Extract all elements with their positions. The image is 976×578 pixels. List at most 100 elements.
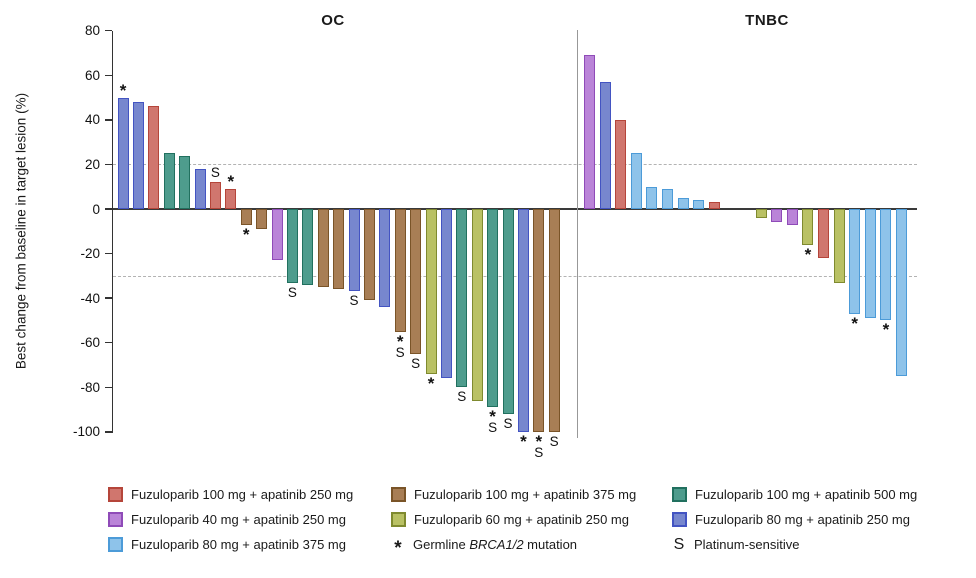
platinum-s-mark: S	[549, 433, 559, 449]
bar-mark: S	[545, 433, 563, 449]
legend-label: Fuzuloparib 80 mg + apatinib 250 mg	[695, 512, 910, 527]
bar-mark: *	[237, 224, 255, 244]
bar	[896, 209, 907, 377]
y-tick-label: 80	[84, 23, 100, 39]
bar-mark: * S	[391, 331, 409, 359]
bar	[440, 209, 452, 379]
bar	[148, 106, 160, 209]
bar-mark: *	[799, 244, 817, 264]
bar	[818, 209, 829, 259]
bar-mark: S	[499, 416, 517, 431]
brca-mutation-legend-item: * Germline BRCA1/2 mutation	[391, 537, 672, 559]
bar	[599, 81, 611, 209]
brca-star-mark: *	[242, 224, 250, 244]
y-tick-label: -60	[80, 335, 100, 351]
bar	[880, 209, 892, 321]
bar-mark: S	[206, 165, 224, 181]
brca-star-mark: *	[227, 171, 235, 191]
legend-swatch-icon	[391, 512, 406, 527]
brca-star-mark: *	[427, 373, 435, 393]
bar	[425, 209, 437, 374]
bar-mark: *	[114, 80, 132, 100]
reference-line	[113, 164, 917, 166]
bar-mark: S	[453, 389, 471, 405]
legend-swatch-icon	[391, 487, 406, 502]
bar	[348, 209, 360, 292]
bar	[271, 209, 283, 261]
platinum-s-mark: S	[503, 416, 513, 431]
y-tick-label: 20	[84, 156, 100, 172]
y-tick	[104, 252, 112, 255]
y-tick	[104, 386, 112, 388]
legend-label: Fuzuloparib 40 mg + apatinib 250 mg	[131, 512, 346, 527]
platinum-s-mark: S	[210, 165, 220, 181]
y-tick-label: -40	[80, 290, 100, 306]
bar	[662, 188, 673, 209]
bar	[646, 186, 658, 209]
legend-item-f100a250: Fuzuloparib 100 mg + apatinib 250 mg	[108, 487, 391, 502]
brca-star-mark: *	[119, 80, 127, 100]
bar	[317, 209, 329, 287]
bar	[517, 209, 529, 432]
bar-mark: S	[283, 285, 301, 299]
bar	[755, 209, 767, 218]
platinum-s-mark: S	[534, 444, 544, 460]
y-tick	[104, 29, 112, 32]
bar	[833, 209, 845, 283]
brca-star-mark: *	[851, 313, 858, 333]
bar	[615, 119, 627, 209]
y-tick	[104, 163, 112, 166]
bar-mark: S	[407, 355, 425, 371]
bar-mark: S	[345, 294, 363, 308]
bar-mark: * S	[530, 431, 548, 460]
brca-star-mark: *	[804, 244, 812, 264]
legend-swatch-icon	[108, 487, 123, 502]
brca-star-mark: *	[535, 431, 543, 451]
bar	[256, 209, 268, 230]
bar	[802, 209, 814, 245]
bar	[379, 209, 391, 308]
y-tick-label: -80	[80, 379, 100, 395]
bar-mark: *	[222, 171, 240, 191]
bar	[240, 209, 252, 225]
platinum-s-mark: S	[457, 389, 467, 405]
bar-mark: *	[877, 321, 895, 338]
legend-item-f80a375: Fuzuloparib 80 mg + apatinib 375 mg	[108, 537, 391, 552]
bar	[708, 202, 720, 209]
legend-item-f100a500: Fuzuloparib 100 mg + apatinib 500 mg	[672, 487, 917, 502]
bar	[677, 197, 689, 209]
legend-label: Fuzuloparib 100 mg + apatinib 250 mg	[131, 487, 354, 502]
bar	[533, 209, 545, 432]
platinum-sensitive-label: Platinum-sensitive	[694, 537, 800, 552]
platinum-s-mark: S	[411, 355, 421, 371]
bar	[163, 153, 175, 209]
bar	[286, 209, 298, 283]
bar	[302, 209, 314, 285]
bar	[502, 209, 514, 414]
y-axis-label: Best change from baseline in target lesi…	[13, 92, 29, 370]
y-tick	[104, 297, 112, 299]
bar	[194, 168, 206, 209]
y-tick-label: 60	[84, 67, 100, 83]
brca-star-mark: *	[396, 331, 404, 351]
legend-swatch-icon	[108, 512, 123, 527]
bar	[456, 209, 468, 388]
y-tick-label: 0	[92, 201, 100, 217]
brca-star-mark: *	[489, 407, 496, 427]
bar	[584, 55, 595, 209]
bar-mark: *	[422, 373, 440, 393]
bar	[487, 209, 499, 408]
legend: Fuzuloparib 100 mg + apatinib 250 mg Fuzu…	[108, 487, 917, 559]
y-tick	[104, 74, 112, 77]
bar-mark: *	[846, 313, 864, 333]
platinum-sensitive-legend-item: S Platinum-sensitive	[672, 537, 917, 553]
bar-mark: *	[514, 433, 532, 450]
bar	[548, 209, 560, 432]
bar	[849, 209, 861, 314]
bar	[179, 155, 191, 209]
y-tick	[104, 431, 112, 433]
legend-item-f80a250: Fuzuloparib 80 mg + apatinib 250 mg	[672, 512, 917, 527]
bar	[864, 209, 876, 319]
y-tick-label: -100	[72, 424, 100, 440]
